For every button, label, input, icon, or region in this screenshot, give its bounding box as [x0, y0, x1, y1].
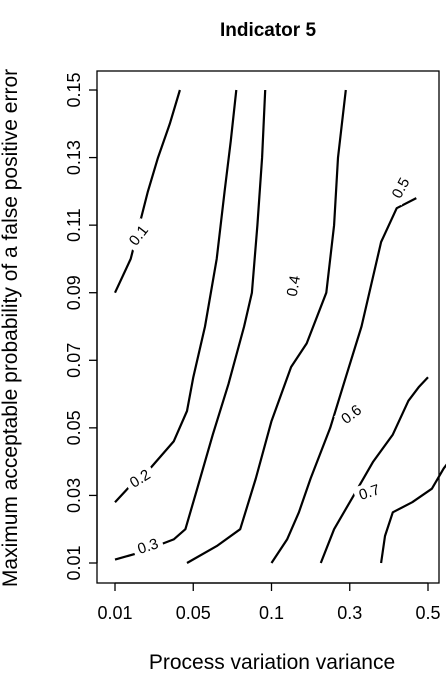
x-tick-label: 0.5 — [415, 603, 440, 623]
contour-label-gap — [352, 478, 387, 506]
y-tick-label: 0.11 — [64, 208, 84, 242]
y-tick-label: 0.15 — [64, 72, 84, 107]
contour-lines — [114, 89, 446, 564]
contour-label: 0.4 — [281, 269, 305, 303]
contour-label-gap — [122, 217, 155, 253]
y-tick-label: 0.05 — [64, 410, 84, 445]
x-tick-label: 0.3 — [337, 603, 362, 623]
contour-line-0.1 — [114, 89, 181, 294]
contour-label: 0.3 — [130, 532, 165, 560]
contour-line-0.5 — [270, 197, 417, 564]
x-axis-label: Process variation variance — [149, 651, 395, 674]
contour-line-0.2 — [114, 89, 238, 503]
contour-line-0.4 — [186, 89, 347, 564]
chart-title: Indicator 5 — [220, 20, 317, 41]
y-tick-label: 0.03 — [64, 478, 84, 513]
x-tick-label: 0.01 — [97, 603, 132, 623]
contour-label-gap — [281, 269, 305, 303]
contour-label-gap — [385, 170, 416, 206]
contour-labels: 0.10.20.30.40.50.60.7 — [122, 170, 416, 560]
contour-label: 0.7 — [352, 478, 387, 506]
contour-label: 0.1 — [122, 217, 155, 253]
contour-label-text: 0.3 — [136, 535, 161, 558]
x-tick-label: 0.05 — [176, 603, 211, 623]
y-tick-label: 0.01 — [64, 545, 84, 580]
plot-frame — [96, 70, 440, 584]
contour-label: 0.6 — [333, 397, 369, 431]
y-tick-label: 0.09 — [64, 275, 84, 310]
contour-label-gap — [122, 462, 158, 495]
contour-label-text: 0.7 — [357, 481, 382, 504]
y-axis-label: Maximum acceptable probability of a fals… — [0, 69, 22, 587]
contour-line-0.6 — [319, 376, 429, 564]
contour-label-gap — [333, 397, 369, 431]
y-tick-label: 0.13 — [64, 140, 84, 175]
x-tick-label: 0.1 — [259, 603, 284, 623]
y-tick-label: 0.07 — [64, 343, 84, 378]
contour-label-text: 0.4 — [284, 274, 304, 297]
contour-line-0.3 — [114, 89, 267, 561]
x-axis: 0.01 0.05 0.1 0.3 0.5 — [97, 582, 441, 623]
y-axis: 0.01 0.03 0.05 0.07 0.09 0.11 0.13 0.15 — [64, 72, 98, 581]
contour-label-gap — [130, 532, 165, 560]
contour-line-0.7 — [380, 463, 446, 564]
